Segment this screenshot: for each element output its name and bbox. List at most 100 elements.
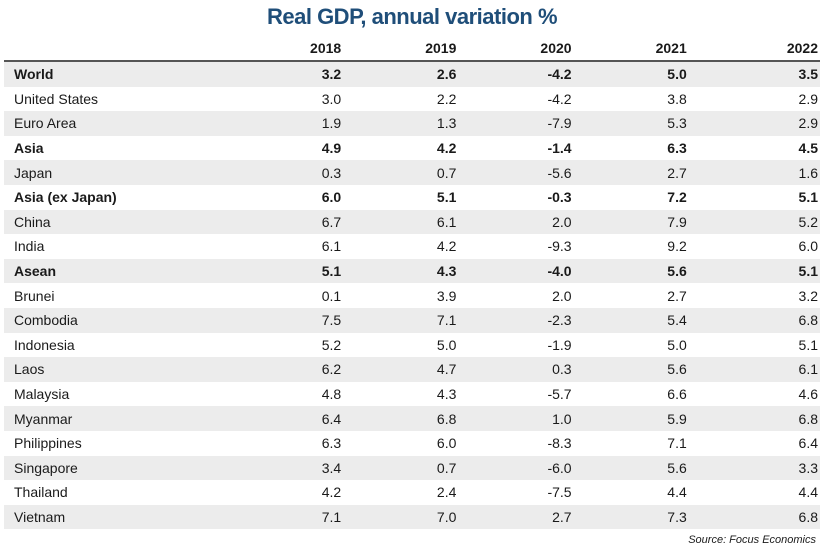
cell-value: 3.9 xyxy=(436,287,457,304)
row-label: Asia (ex Japan) xyxy=(14,189,117,206)
table-row: Vietnam 7.1 7.0 2.7 7.3 6.8 xyxy=(4,504,820,530)
table-row: Laos 6.2 4.7 0.3 5.6 6.1 xyxy=(4,357,820,382)
cell-value: 3.5 xyxy=(704,61,820,87)
cell-value: 4.2 xyxy=(321,484,342,501)
cell-value: 3.2 xyxy=(798,287,818,304)
table-row: World 3.2 2.6 -4.2 5.0 3.5 xyxy=(4,61,820,87)
cell-value: -1.4 xyxy=(547,140,572,157)
cell-value: 7.1 xyxy=(667,435,687,452)
cell-value: 5.4 xyxy=(589,307,705,333)
table-row: Myanmar 6.4 6.8 1.0 5.9 6.8 xyxy=(4,406,820,431)
cell-value: 7.1 xyxy=(244,504,360,530)
corner xyxy=(4,38,244,62)
cell-value: 5.1 xyxy=(704,258,820,284)
cell-value: 7.3 xyxy=(589,504,705,530)
cell-value: 4.3 xyxy=(436,386,457,403)
cell-value: -7.9 xyxy=(474,111,590,136)
cell-value: -7.5 xyxy=(547,484,572,501)
cell-value: 3.3 xyxy=(704,455,820,481)
title: Real GDP, annual variation % xyxy=(266,4,558,29)
row-label: Malaysia xyxy=(14,386,70,403)
table-row: Thailand 4.2 2.4 -7.5 4.4 4.4 xyxy=(4,480,820,505)
cell-value: 0.3 xyxy=(474,357,590,382)
row-label: Asean xyxy=(4,258,244,284)
cell-value: 4.9 xyxy=(321,140,342,157)
cell-value: 9.2 xyxy=(667,238,687,255)
cell-value: 2.0 xyxy=(552,287,572,304)
column-header: 2019 xyxy=(359,38,475,62)
cell-value: 4.7 xyxy=(359,357,475,382)
cell-value: 6.3 xyxy=(667,140,687,157)
cell-value: 2.6 xyxy=(359,61,475,87)
row-label: China xyxy=(4,209,244,235)
cell-value: 6.4 xyxy=(798,435,818,452)
cell-value: -4.2 xyxy=(474,61,590,87)
row-label: Myanmar xyxy=(4,406,244,431)
cell-value: 3.8 xyxy=(667,90,687,107)
cell-value: 0.3 xyxy=(244,160,360,185)
cell-value: 2.9 xyxy=(704,111,820,136)
cell-value: 5.0 xyxy=(667,336,687,353)
row-label: Philippines xyxy=(14,435,82,452)
row-label: Singapore xyxy=(4,455,244,481)
table-row: China 6.7 6.1 2.0 7.9 5.2 xyxy=(4,209,820,235)
cell-value: 0.7 xyxy=(359,160,475,185)
cell-value: 6.0 xyxy=(436,435,457,452)
cell-value: 5.3 xyxy=(589,111,705,136)
table-row: United States 3.0 2.2 -4.2 3.8 2.9 xyxy=(4,87,820,112)
cell-value: 5.0 xyxy=(436,336,457,353)
cell-value: 0.1 xyxy=(321,287,342,304)
cell-value: 1.6 xyxy=(704,160,820,185)
cell-value: 4.5 xyxy=(798,140,818,157)
row-label: Vietnam xyxy=(4,504,244,530)
table-row: Brunei 0.1 3.9 2.0 2.7 3.2 xyxy=(4,283,820,308)
cell-value: 7.5 xyxy=(244,307,360,333)
cell-value: 6.8 xyxy=(704,504,820,530)
table-body: World 3.2 2.6 -4.2 5.0 3.5 United States 3.0 2.2… xyxy=(4,61,820,530)
cell-value: 6.3 xyxy=(321,435,342,452)
table-row: India 6.1 4.2 -9.3 9.2 6.0 xyxy=(4,234,820,259)
cell-value: -2.3 xyxy=(474,307,590,333)
cell-value: 7.2 xyxy=(667,189,687,206)
column-header: 2021 xyxy=(589,38,705,62)
cell-value: -5.7 xyxy=(547,386,572,403)
cell-value: 5.9 xyxy=(589,406,705,431)
row-label: Euro Area xyxy=(4,111,244,136)
row-label: United States xyxy=(14,90,99,107)
cell-value: 6.1 xyxy=(704,357,820,382)
row-label: Laos xyxy=(4,357,244,382)
row-label: Thailand xyxy=(14,484,68,501)
cell-value: 6.1 xyxy=(359,209,475,235)
cell-value: -8.3 xyxy=(547,435,572,452)
row-label: Brunei xyxy=(14,287,55,304)
cell-value: 2.0 xyxy=(474,209,590,235)
cell-value: 5.2 xyxy=(704,209,820,235)
cell-value: 7.0 xyxy=(359,504,475,530)
cell-value: 4.6 xyxy=(798,386,818,403)
cell-value: 1.9 xyxy=(244,111,360,136)
cell-value: 5.1 xyxy=(244,258,360,284)
table-row: Euro Area 1.9 1.3 -7.9 5.3 2.9 xyxy=(4,111,820,136)
cell-value: 7.9 xyxy=(589,209,705,235)
table-row: Asean 5.1 4.3 -4.0 5.6 5.1 xyxy=(4,258,820,284)
row-label: World xyxy=(4,61,244,87)
column-header: 2020 xyxy=(474,38,590,62)
row-label: Asia xyxy=(14,140,44,157)
row-label: Combodia xyxy=(4,307,244,333)
cell-value: 6.7 xyxy=(244,209,360,235)
cell-value: -9.3 xyxy=(547,238,572,255)
column-header: 2022 xyxy=(704,38,820,62)
cell-value: 2.7 xyxy=(667,287,687,304)
cell-value: 5.1 xyxy=(436,189,457,206)
cell-value: 3.4 xyxy=(244,455,360,481)
cell-value: 6.6 xyxy=(667,386,687,403)
cell-value: 6.8 xyxy=(704,406,820,431)
cell-value: 5.6 xyxy=(589,357,705,382)
cell-value: 4.4 xyxy=(798,484,818,501)
cell-value: -4.2 xyxy=(547,90,572,107)
gdp-table: 2018 2019 2020 2021 2022 World 3.2 2.6 -4.2 5.0 3… xyxy=(4,38,820,530)
cell-value: 6.1 xyxy=(321,238,342,255)
cell-value: 4.3 xyxy=(359,258,475,284)
cell-value: 3.2 xyxy=(244,61,360,87)
